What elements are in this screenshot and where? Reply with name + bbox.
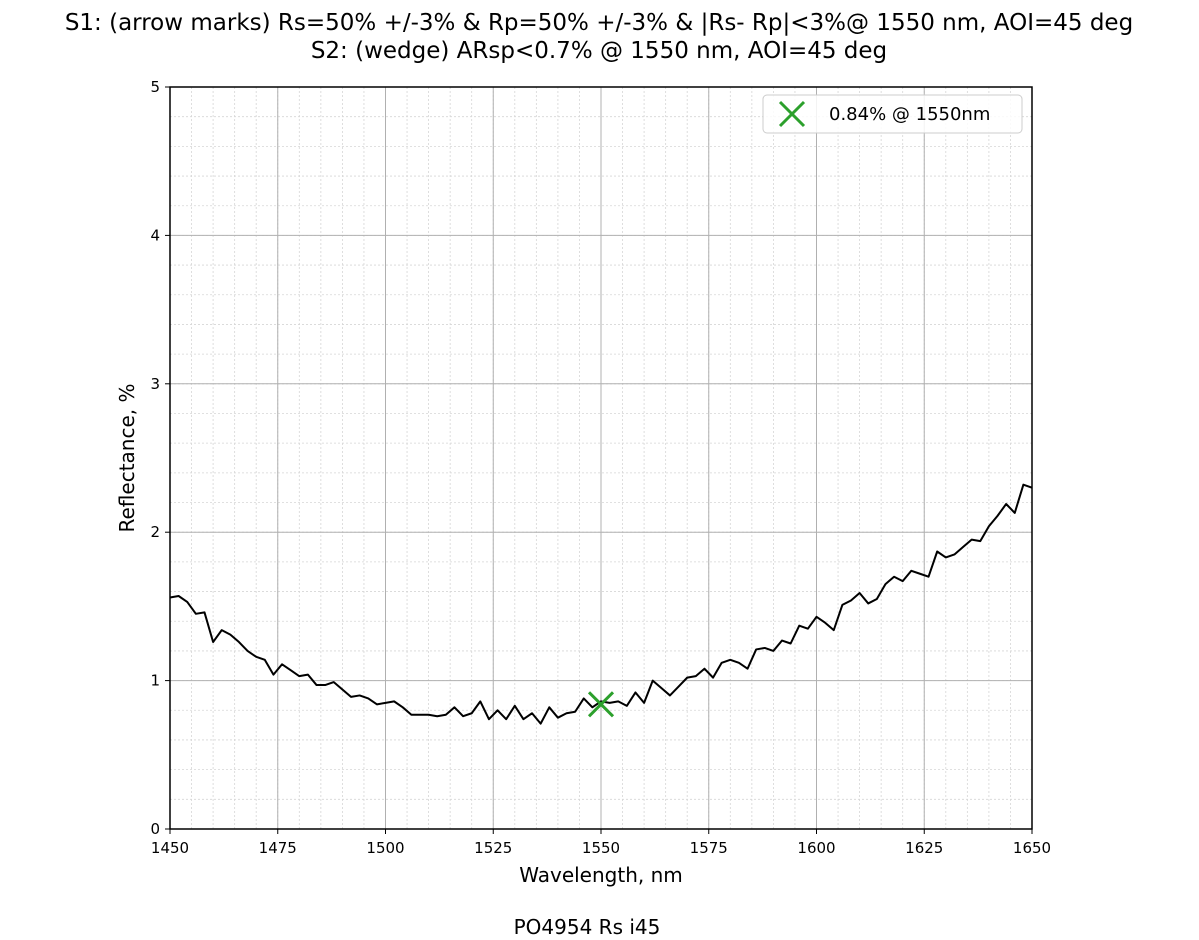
legend-x-symbol <box>778 100 806 128</box>
legend-entry: 0.84% @ 1550nm <box>829 104 990 125</box>
chart-title-line-2: S2: (wedge) ARsp<0.7% @ 1550 nm, AOI=45 … <box>311 38 887 64</box>
y-tick-label: 4 <box>150 226 160 244</box>
marker-group <box>587 691 615 718</box>
x-axis-ticks: 1450 1475 1500 1525 1550 1575 1600 1625 1650 <box>151 829 1051 857</box>
y-tick-label: 3 <box>150 375 160 393</box>
x-tick-label: 1650 <box>1013 839 1051 857</box>
legend-marker-icon <box>778 100 806 128</box>
x-tick-label: 1575 <box>690 839 728 857</box>
y-tick-label: 5 <box>150 78 160 96</box>
x-tick-label: 1600 <box>797 839 835 857</box>
highlight-marker <box>587 691 615 718</box>
y-tick-label: 2 <box>150 523 160 541</box>
y-axis-label: Reflectance, % <box>115 384 139 533</box>
series-group <box>169 483 1033 725</box>
x-tick-label: 1525 <box>474 839 512 857</box>
y-tick-label: 0 <box>150 820 160 838</box>
series-line <box>169 483 1033 725</box>
y-tick-label: 1 <box>150 672 160 690</box>
legend-box <box>762 94 1023 134</box>
legend: 0.84% @ 1550nm <box>762 94 1023 134</box>
y-axis-ticks: 0 1 2 3 4 5 <box>150 78 170 838</box>
x-tick-label: 1475 <box>259 839 297 857</box>
chart-caption: PO4954 Rs i45 <box>514 915 661 939</box>
chart-title-line-1: S1: (arrow marks) Rs=50% +/-3% & Rp=50% … <box>65 10 1133 36</box>
x-tick-label: 1500 <box>366 839 404 857</box>
x-tick-label: 1450 <box>151 839 189 857</box>
x-tick-label: 1550 <box>582 839 620 857</box>
x-axis-label: Wavelength, nm <box>519 863 683 887</box>
x-tick-label: 1625 <box>905 839 943 857</box>
